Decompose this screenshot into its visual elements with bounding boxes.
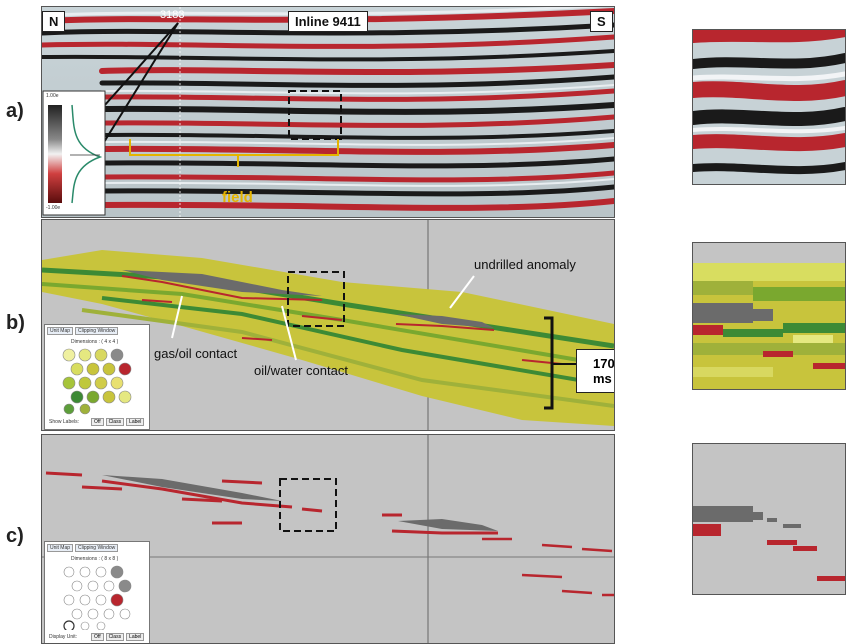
zoomed-seismic-image [693,30,845,184]
oil-water-contact-label: oil/water contact [254,363,348,378]
north-label: N [42,11,66,32]
som-hex-map [63,565,132,630]
som-facies-image [42,220,614,430]
seismic-panel-a: N S Inline 9411 3183 field 1.00e -1.00e [41,6,615,218]
anomaly-classes-image [42,435,614,643]
field-label: field [222,189,253,206]
south-label: S [590,11,613,32]
undrilled-anomaly-label: undrilled anomaly [474,257,576,272]
zoom-inset-b [692,242,846,390]
som-panel-c: Unit Map Clipping Window Dimensions : ( … [41,434,615,644]
som-dimensions-label: Dimensions : ( 4 x 4 ) [71,339,119,345]
display-off-button[interactable]: Off [91,633,104,641]
zoomed-facies-image [693,263,845,389]
tab-clipping-window[interactable]: Clipping Window [75,544,119,552]
som-map-inset-c: Unit Map Clipping Window Dimensions : ( … [44,541,150,643]
gas-oil-contact-label: gas/oil contact [154,346,238,361]
colorbar-max-label: 1.00e [46,93,59,99]
labels-off-button[interactable]: Off [91,418,104,426]
zoom-box-a [288,90,342,140]
row-label-b: b) [6,312,25,334]
zoom-inset-a [692,29,846,185]
som-hex-map [62,348,132,415]
display-unit-label: Display Unit: [49,634,78,640]
zoom-box-c [279,478,337,532]
seismic-section-image [42,7,614,217]
zoom-box-b [287,271,345,327]
labels-class-button[interactable]: Class [105,418,125,426]
show-labels-label: Show Labels: [49,419,80,425]
tab-unit-map[interactable]: Unit Map [47,327,74,335]
som-dimensions-label: Dimensions : ( 8 x 8 ) [71,556,119,562]
tab-unit-map[interactable]: Unit Map [47,544,74,552]
trace-number-label: 3183 [160,9,185,21]
zoom-inset-c [692,443,846,595]
display-label-button[interactable]: Label [126,633,145,641]
thickness-170ms-label: 170 ms [576,349,614,393]
row-label-c: c) [6,525,24,547]
som-panel-b: gas/oil contact oil/water contact undril… [41,219,615,431]
tab-clipping-window[interactable]: Clipping Window [75,327,119,335]
colorbar-min-label: -1.00e [46,205,61,211]
row-label-a: a) [6,100,24,122]
labels-label-button[interactable]: Label [126,418,145,426]
zoomed-anomaly-image [693,506,845,581]
inline-title: Inline 9411 [288,11,368,32]
som-map-inset-b: Unit Map Clipping Window Dimensions : ( … [44,324,150,430]
display-class-button[interactable]: Class [105,633,125,641]
